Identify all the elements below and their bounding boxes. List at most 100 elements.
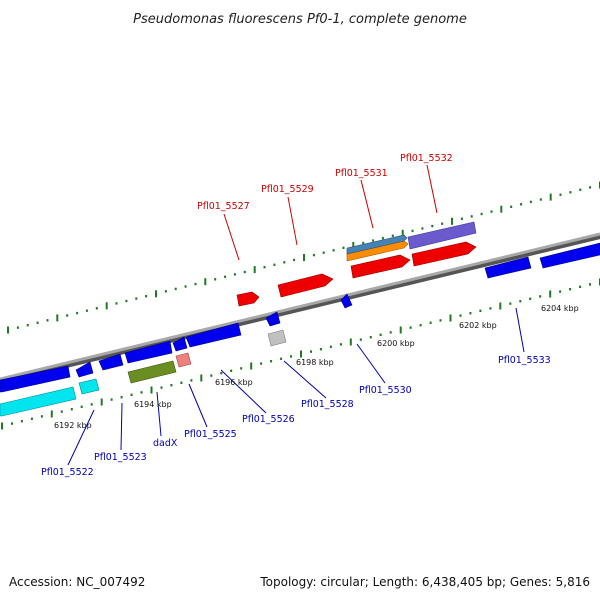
minor-tick bbox=[230, 369, 233, 372]
minor-tick bbox=[194, 282, 197, 286]
label-pfl01-5533[interactable]: Pfl01_5533 bbox=[498, 355, 551, 366]
minor-tick bbox=[559, 290, 562, 293]
major-tick bbox=[7, 326, 9, 334]
major-tick bbox=[200, 374, 203, 382]
major-tick bbox=[449, 314, 452, 322]
gene-pfl01-5532-red[interactable] bbox=[411, 241, 477, 267]
minor-tick bbox=[66, 314, 69, 317]
minor-tick bbox=[510, 205, 513, 208]
major-tick bbox=[349, 338, 352, 346]
minor-tick bbox=[90, 403, 93, 406]
minor-tick bbox=[263, 266, 266, 269]
minor-tick bbox=[579, 188, 582, 191]
minor-tick bbox=[310, 350, 312, 353]
gene-blue-left[interactable] bbox=[0, 365, 71, 393]
minor-tick bbox=[421, 227, 424, 230]
gene-blue-mid-2[interactable] bbox=[185, 322, 242, 348]
genome-summary-text: Topology: circular; Length: 6,438,405 bp… bbox=[259, 575, 590, 589]
minor-tick bbox=[174, 287, 177, 291]
gene-pfl01-5532-slate[interactable] bbox=[407, 221, 477, 250]
minor-tick bbox=[369, 336, 372, 339]
minor-tick bbox=[470, 215, 473, 218]
minor-tick bbox=[30, 417, 33, 420]
minor-tick bbox=[20, 420, 23, 423]
minor-tick bbox=[270, 360, 273, 363]
minor-tick bbox=[322, 251, 325, 254]
minor-tick bbox=[579, 285, 582, 288]
scale-label: 6196 kbp bbox=[215, 378, 253, 387]
label-pfl01-5523[interactable]: Pfl01_5523 bbox=[94, 452, 147, 463]
label-pfl01-5529[interactable]: Pfl01_5529 bbox=[261, 184, 314, 195]
minor-tick bbox=[70, 408, 73, 411]
minor-tick bbox=[280, 357, 283, 360]
gene-grey[interactable] bbox=[267, 329, 287, 347]
minor-tick bbox=[40, 415, 43, 418]
minor-tick bbox=[372, 239, 375, 242]
label-pfl01-5532[interactable]: Pfl01_5532 bbox=[400, 153, 453, 164]
label-pfl01-5530[interactable]: Pfl01_5530 bbox=[359, 385, 412, 396]
minor-tick bbox=[589, 283, 591, 286]
minor-tick bbox=[490, 210, 493, 213]
label-pfl01-5531[interactable]: Pfl01_5531 bbox=[335, 168, 388, 179]
label-pfl01-5528[interactable]: Pfl01_5528 bbox=[301, 399, 354, 410]
minor-tick bbox=[46, 319, 49, 322]
minor-tick bbox=[319, 348, 322, 351]
minor-tick bbox=[224, 275, 227, 278]
gene-pfl01-5529[interactable] bbox=[277, 273, 334, 298]
gene-blue-tiny-2[interactable] bbox=[340, 293, 353, 309]
minor-tick bbox=[76, 311, 79, 315]
gene-pfl01-5533[interactable] bbox=[484, 256, 532, 279]
minor-tick bbox=[419, 324, 422, 327]
minor-tick bbox=[80, 405, 83, 408]
minor-tick bbox=[36, 321, 39, 324]
minor-tick bbox=[312, 253, 315, 257]
minor-tick bbox=[439, 319, 442, 322]
gene-steelblue[interactable] bbox=[346, 234, 408, 255]
major-tick bbox=[300, 350, 302, 358]
label-pfl01-5522[interactable]: Pfl01_5522 bbox=[41, 467, 94, 478]
minor-tick bbox=[11, 422, 13, 425]
minor-tick bbox=[479, 309, 482, 312]
gene-blue-small-2[interactable] bbox=[98, 353, 124, 371]
label-leaders bbox=[67, 164, 525, 466]
gene-pfl01-5527[interactable] bbox=[236, 291, 260, 307]
scale-label: 6194 kbp bbox=[134, 400, 172, 409]
gene-blue-small-1[interactable] bbox=[75, 361, 94, 378]
minor-tick bbox=[359, 338, 362, 341]
minor-tick bbox=[520, 203, 523, 206]
gene-pfl01-5525[interactable] bbox=[175, 352, 192, 368]
major-tick bbox=[100, 398, 103, 406]
minor-tick bbox=[260, 362, 263, 365]
minor-tick bbox=[569, 288, 572, 291]
minor-tick bbox=[145, 295, 148, 298]
label-pfl01-5525[interactable]: Pfl01_5525 bbox=[184, 429, 237, 440]
minor-tick bbox=[529, 200, 532, 204]
minor-tick bbox=[240, 367, 243, 370]
gene-cyan-2[interactable] bbox=[78, 378, 100, 395]
minor-tick bbox=[409, 326, 412, 329]
label-pfl01-5527[interactable]: Pfl01_5527 bbox=[197, 201, 250, 212]
gene-cyan-1[interactable] bbox=[0, 386, 77, 417]
major-tick bbox=[549, 193, 552, 201]
label-dadx[interactable]: dadX bbox=[153, 438, 178, 449]
minor-tick bbox=[589, 186, 592, 189]
minor-tick bbox=[95, 307, 98, 310]
major-tick bbox=[105, 302, 108, 310]
gene-dadx[interactable] bbox=[127, 360, 177, 384]
gene-pfl01-5531[interactable] bbox=[350, 254, 411, 279]
gene-blue-tiny-1[interactable] bbox=[265, 311, 281, 327]
gene-blue-mid-1[interactable] bbox=[124, 340, 173, 364]
minor-tick bbox=[290, 355, 292, 358]
major-tick bbox=[401, 229, 404, 237]
outer-tick-track bbox=[7, 181, 600, 334]
gene-blue-small-3[interactable] bbox=[172, 336, 188, 352]
minor-tick bbox=[190, 379, 193, 382]
major-tick bbox=[155, 290, 157, 298]
minor-tick bbox=[293, 258, 296, 262]
inner-tick-track bbox=[1, 278, 600, 430]
gene-blue-right[interactable] bbox=[539, 242, 600, 269]
major-tick bbox=[399, 326, 402, 334]
minor-tick bbox=[332, 249, 335, 252]
label-pfl01-5526[interactable]: Pfl01_5526 bbox=[242, 414, 295, 425]
